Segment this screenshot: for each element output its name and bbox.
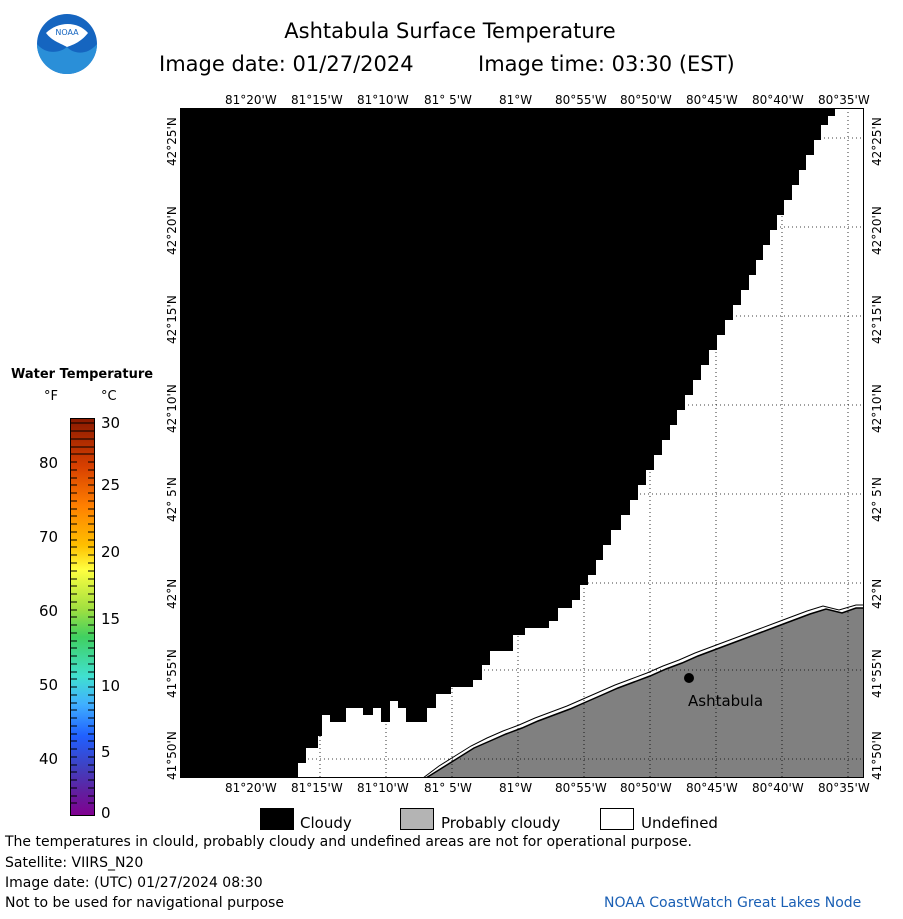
lat-tick-left: 42°10'N — [165, 384, 179, 433]
f-tick: 80 — [39, 454, 59, 472]
lon-tick-bottom: 80°40'W — [752, 781, 804, 795]
lat-tick-left: 41°55'N — [165, 649, 179, 698]
lon-tick-bottom: 81° 5'W — [424, 781, 472, 795]
lon-tick-bottom: 80°55'W — [555, 781, 607, 795]
credit-text: NOAA CoastWatch Great Lakes Node — [604, 895, 862, 911]
cloudy-swatch — [260, 808, 294, 830]
probably-cloudy-region — [424, 607, 864, 778]
color-scale — [70, 418, 95, 816]
lon-tick-bottom: 80°35'W — [818, 781, 870, 795]
lon-tick-top: 80°45'W — [686, 93, 738, 107]
footer-utc-date: Image date: (UTC) 01/27/2024 08:30 — [5, 875, 263, 891]
unit-c: °C — [101, 389, 117, 404]
lat-tick-right: 42° 5'N — [870, 477, 884, 522]
undefined-label: Undefined — [641, 814, 718, 832]
legend-title: Water Temperature — [11, 367, 154, 382]
footer-note: The temperatures in clould, probably clo… — [5, 834, 692, 850]
lat-tick-right: 42°25'N — [870, 117, 884, 166]
f-tick: 60 — [39, 602, 59, 620]
f-tick: 40 — [39, 750, 59, 768]
lon-tick-top: 80°35'W — [818, 93, 870, 107]
c-tick: 30 — [101, 414, 121, 432]
image-date: Image date: 01/27/2024 — [159, 52, 414, 76]
cloudy-label: Cloudy — [300, 814, 352, 832]
undefined-swatch — [600, 808, 634, 830]
lat-tick-left: 42°15'N — [165, 295, 179, 344]
lat-tick-right: 42°15'N — [870, 295, 884, 344]
f-tick: 70 — [39, 528, 59, 546]
city-label: Ashtabula — [688, 692, 764, 710]
lat-tick-right: 42°20'N — [870, 206, 884, 255]
lon-tick-bottom: 81°15'W — [291, 781, 343, 795]
lat-tick-left: 41°50'N — [165, 731, 179, 780]
noaa-logo: NOAA — [37, 14, 97, 74]
c-tick: 5 — [101, 743, 111, 761]
lon-tick-top: 81°10'W — [357, 93, 409, 107]
map-area — [180, 108, 864, 778]
footer-nav-warning: Not to be used for navigational purpose — [5, 895, 284, 911]
lon-tick-bottom: 80°45'W — [686, 781, 738, 795]
c-tick: 20 — [101, 543, 121, 561]
lon-tick-top: 80°40'W — [752, 93, 804, 107]
probably-cloudy-swatch — [400, 808, 434, 830]
lat-tick-left: 42°N — [165, 578, 179, 609]
ashtabula-marker — [684, 673, 694, 683]
lon-tick-top: 81°15'W — [291, 93, 343, 107]
c-tick: 25 — [101, 476, 121, 494]
lat-tick-left: 42°20'N — [165, 206, 179, 255]
lat-tick-right: 42°N — [870, 578, 884, 609]
lon-tick-bottom: 81°W — [499, 781, 533, 795]
lat-tick-left: 42°25'N — [165, 117, 179, 166]
map-title: Ashtabula Surface Temperature — [284, 19, 616, 43]
lat-tick-left: 42° 5'N — [165, 477, 179, 522]
c-tick: 10 — [101, 677, 121, 695]
lon-tick-bottom: 81°20'W — [225, 781, 277, 795]
lon-tick-top: 81°20'W — [225, 93, 277, 107]
lon-tick-top: 80°50'W — [620, 93, 672, 107]
unit-f: °F — [44, 389, 58, 404]
probably-cloudy-label: Probably cloudy — [441, 814, 561, 832]
lon-tick-bottom: 80°50'W — [620, 781, 672, 795]
c-tick: 15 — [101, 610, 121, 628]
lon-tick-top: 81° 5'W — [424, 93, 472, 107]
image-time: Image time: 03:30 (EST) — [478, 52, 735, 76]
logo-text: NOAA — [55, 28, 79, 37]
lon-tick-top: 81°W — [499, 93, 533, 107]
c-tick: 0 — [101, 804, 111, 822]
lon-tick-bottom: 81°10'W — [357, 781, 409, 795]
cloudy-fill — [180, 108, 835, 778]
lat-tick-right: 41°55'N — [870, 649, 884, 698]
f-tick: 50 — [39, 676, 59, 694]
footer-satellite: Satellite: VIIRS_N20 — [5, 855, 144, 871]
lat-tick-right: 42°10'N — [870, 384, 884, 433]
lon-tick-top: 80°55'W — [555, 93, 607, 107]
lat-tick-right: 41°50'N — [870, 731, 884, 780]
